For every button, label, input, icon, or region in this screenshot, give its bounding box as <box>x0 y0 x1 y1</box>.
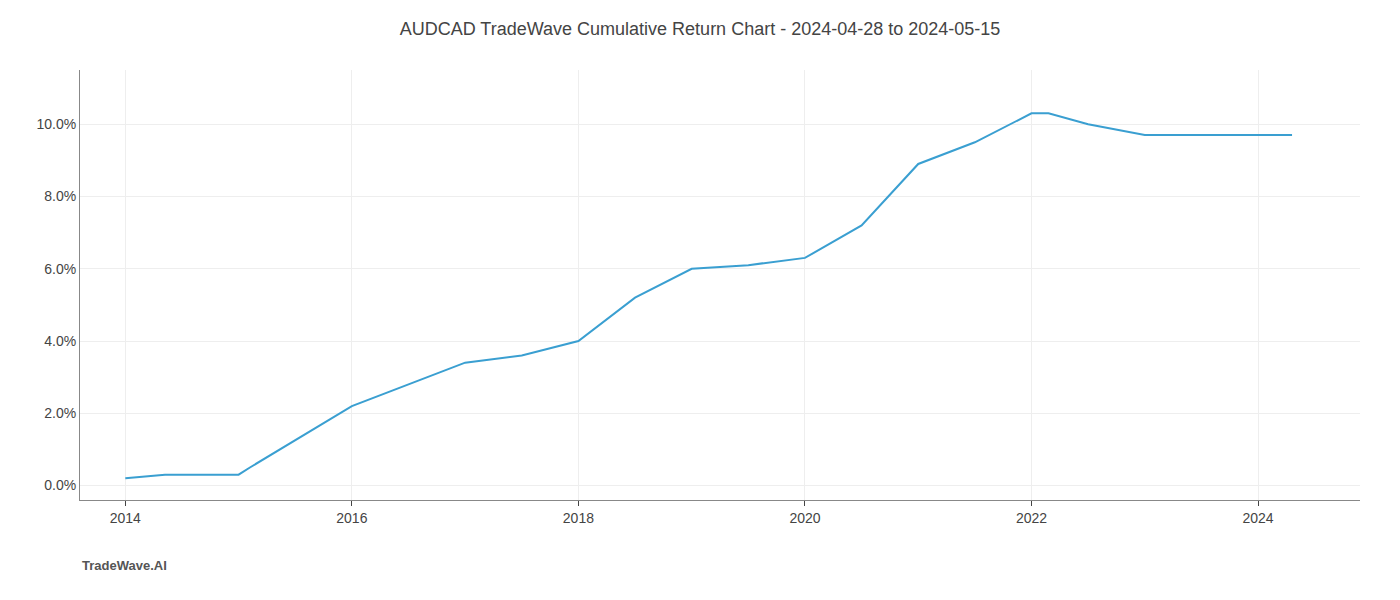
svg-text:2014: 2014 <box>110 510 141 526</box>
svg-text:4.0%: 4.0% <box>44 333 76 349</box>
svg-text:6.0%: 6.0% <box>44 261 76 277</box>
svg-text:2022: 2022 <box>1016 510 1047 526</box>
svg-text:2.0%: 2.0% <box>44 405 76 421</box>
svg-text:TradeWave.AI: TradeWave.AI <box>82 558 167 573</box>
svg-text:8.0%: 8.0% <box>44 188 76 204</box>
svg-text:10.0%: 10.0% <box>36 116 76 132</box>
svg-text:2020: 2020 <box>789 510 820 526</box>
svg-text:2024: 2024 <box>1242 510 1273 526</box>
svg-text:0.0%: 0.0% <box>44 477 76 493</box>
svg-text:AUDCAD TradeWave Cumulative Re: AUDCAD TradeWave Cumulative Return Chart… <box>400 19 1001 39</box>
svg-text:2018: 2018 <box>563 510 594 526</box>
svg-text:2016: 2016 <box>336 510 367 526</box>
